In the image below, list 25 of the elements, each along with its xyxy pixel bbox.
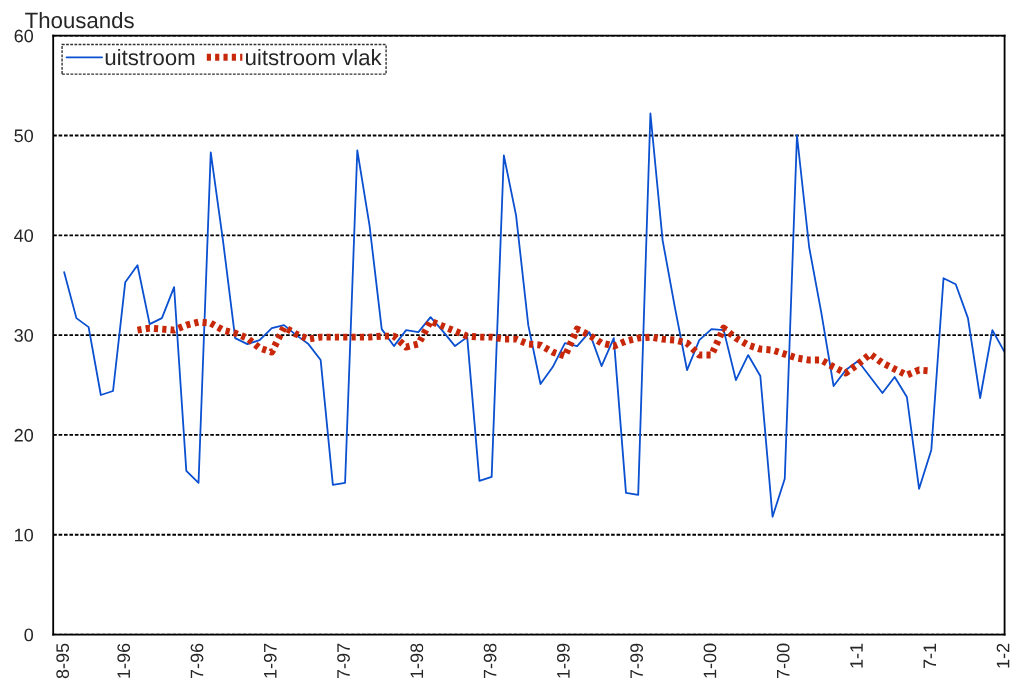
y-tick-label: 0	[24, 628, 34, 642]
line-series	[63, 112, 1005, 518]
legend-label: uitstroom	[105, 49, 195, 66]
legend-label: uitstroom vlak	[246, 49, 382, 66]
x-tick-label: 7-1	[923, 643, 936, 669]
y-tick-label: 10	[15, 528, 34, 542]
y-tick-label: 50	[14, 129, 34, 143]
x-tick-label: 7-98	[483, 643, 497, 679]
x-tick-label: 1-97	[263, 643, 277, 678]
x-tick-label: 1-00	[703, 643, 717, 678]
x-tick-label: 7-00	[776, 643, 790, 679]
y-tick-label: 60	[14, 29, 34, 43]
x-tick-label: 1-99	[556, 643, 570, 678]
x-tick-label: 1-2	[996, 643, 1010, 668]
y-tick-label: 20	[14, 428, 34, 442]
x-tick-label: 1-1	[850, 643, 863, 668]
x-tick-label: 7-97	[337, 643, 350, 679]
x-tick-label: 1-98	[410, 643, 424, 678]
y-tick-label: 40	[14, 229, 34, 243]
x-tick-label: 1-96	[117, 643, 131, 678]
x-tick-label: 7-96	[190, 643, 204, 679]
x-tick-label: 7-99	[630, 643, 644, 679]
y-tick-label: 30	[14, 329, 34, 342]
y-axis-title: Thousands	[25, 11, 134, 29]
x-tick-label: 8-95	[56, 643, 70, 679]
